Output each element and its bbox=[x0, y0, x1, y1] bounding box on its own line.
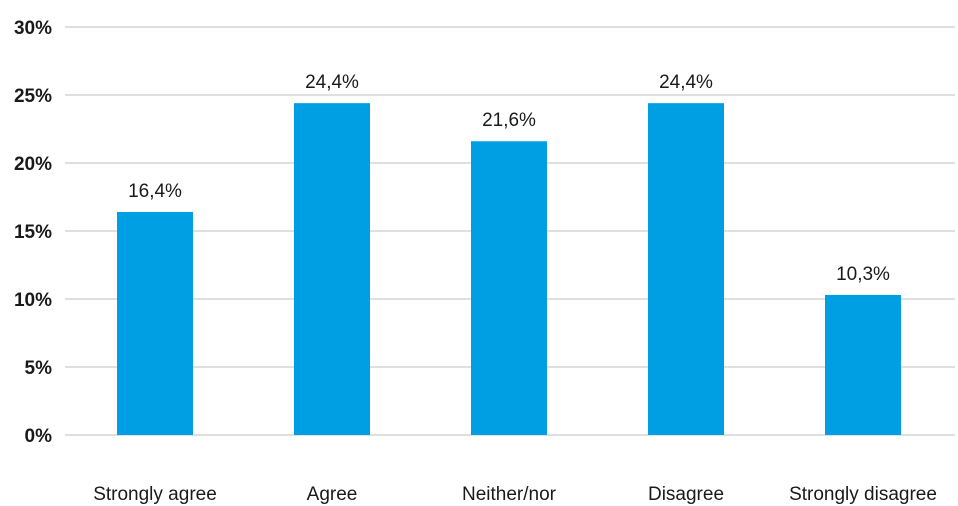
y-axis-tick-labels: 0% 5% 10% 15% 20% 25% 30% bbox=[14, 18, 52, 447]
bar bbox=[294, 103, 370, 435]
bars bbox=[117, 103, 901, 436]
y-tick-label: 25% bbox=[14, 86, 52, 107]
y-tick-label: 15% bbox=[14, 222, 52, 243]
y-tick-label: 10% bbox=[14, 290, 52, 311]
x-tick-label: Agree bbox=[307, 484, 358, 505]
x-tick-label: Strongly disagree bbox=[789, 484, 937, 505]
x-axis-tick-labels: Strongly agree Agree Neither/nor Disagree St… bbox=[93, 484, 937, 505]
x-tick-label: Disagree bbox=[648, 484, 724, 505]
data-labels: 16,4% 24,4% 21,6% 24,4% 10,3% bbox=[128, 72, 890, 285]
bar bbox=[117, 211, 193, 435]
bar bbox=[648, 103, 724, 435]
data-label: 16,4% bbox=[128, 181, 182, 202]
y-tick-label: 30% bbox=[14, 18, 52, 39]
bar bbox=[471, 141, 547, 436]
data-label: 24,4% bbox=[659, 72, 713, 93]
y-tick-label: 20% bbox=[14, 154, 52, 175]
data-label: 10,3% bbox=[836, 264, 890, 285]
data-label: 21,6% bbox=[482, 110, 536, 131]
y-tick-label: 0% bbox=[25, 426, 53, 447]
y-tick-label: 5% bbox=[25, 358, 53, 379]
bar bbox=[825, 294, 901, 435]
x-tick-label: Strongly agree bbox=[93, 484, 217, 505]
data-label: 24,4% bbox=[305, 72, 359, 93]
x-tick-label: Neither/nor bbox=[462, 484, 557, 505]
